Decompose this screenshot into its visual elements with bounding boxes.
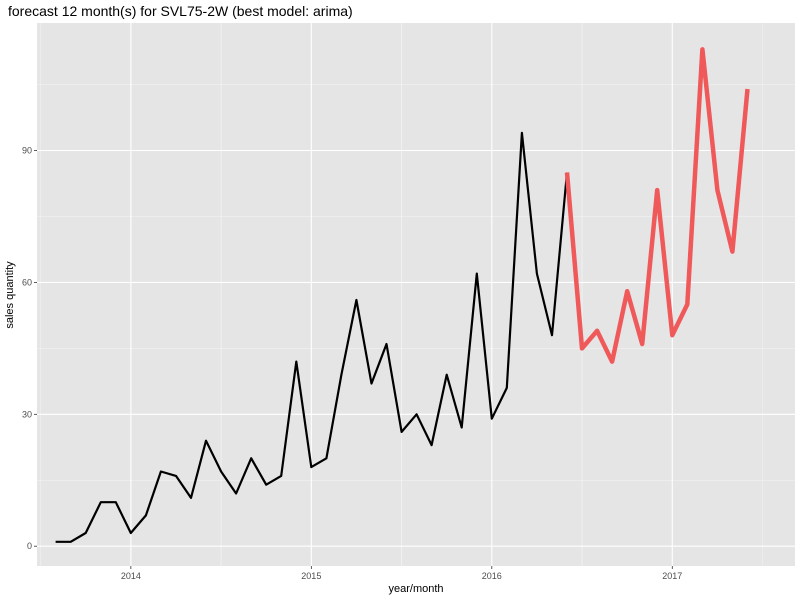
axis-ticks: 0 30 60 90 2014 2015 2016 2017 bbox=[22, 146, 682, 581]
forecast-line bbox=[564, 47, 750, 364]
y-tick-label: 0 bbox=[27, 541, 32, 551]
x-axis-title: year/month bbox=[388, 583, 443, 595]
x-tick-label: 2017 bbox=[662, 571, 682, 581]
x-tick-label: 2016 bbox=[482, 571, 502, 581]
x-tick-label: 2014 bbox=[121, 571, 141, 581]
y-tick-label: 60 bbox=[22, 277, 32, 287]
chart-title: forecast 12 month(s) for SVL75-2W (best … bbox=[8, 3, 353, 19]
series-lines bbox=[55, 47, 750, 543]
plot-panel bbox=[37, 23, 795, 566]
y-axis-title: sales quantity bbox=[4, 261, 16, 329]
y-tick-label: 30 bbox=[22, 409, 32, 419]
x-tick-label: 2015 bbox=[301, 571, 321, 581]
y-tick-label: 90 bbox=[22, 146, 32, 156]
historical-sales-line bbox=[55, 131, 569, 543]
